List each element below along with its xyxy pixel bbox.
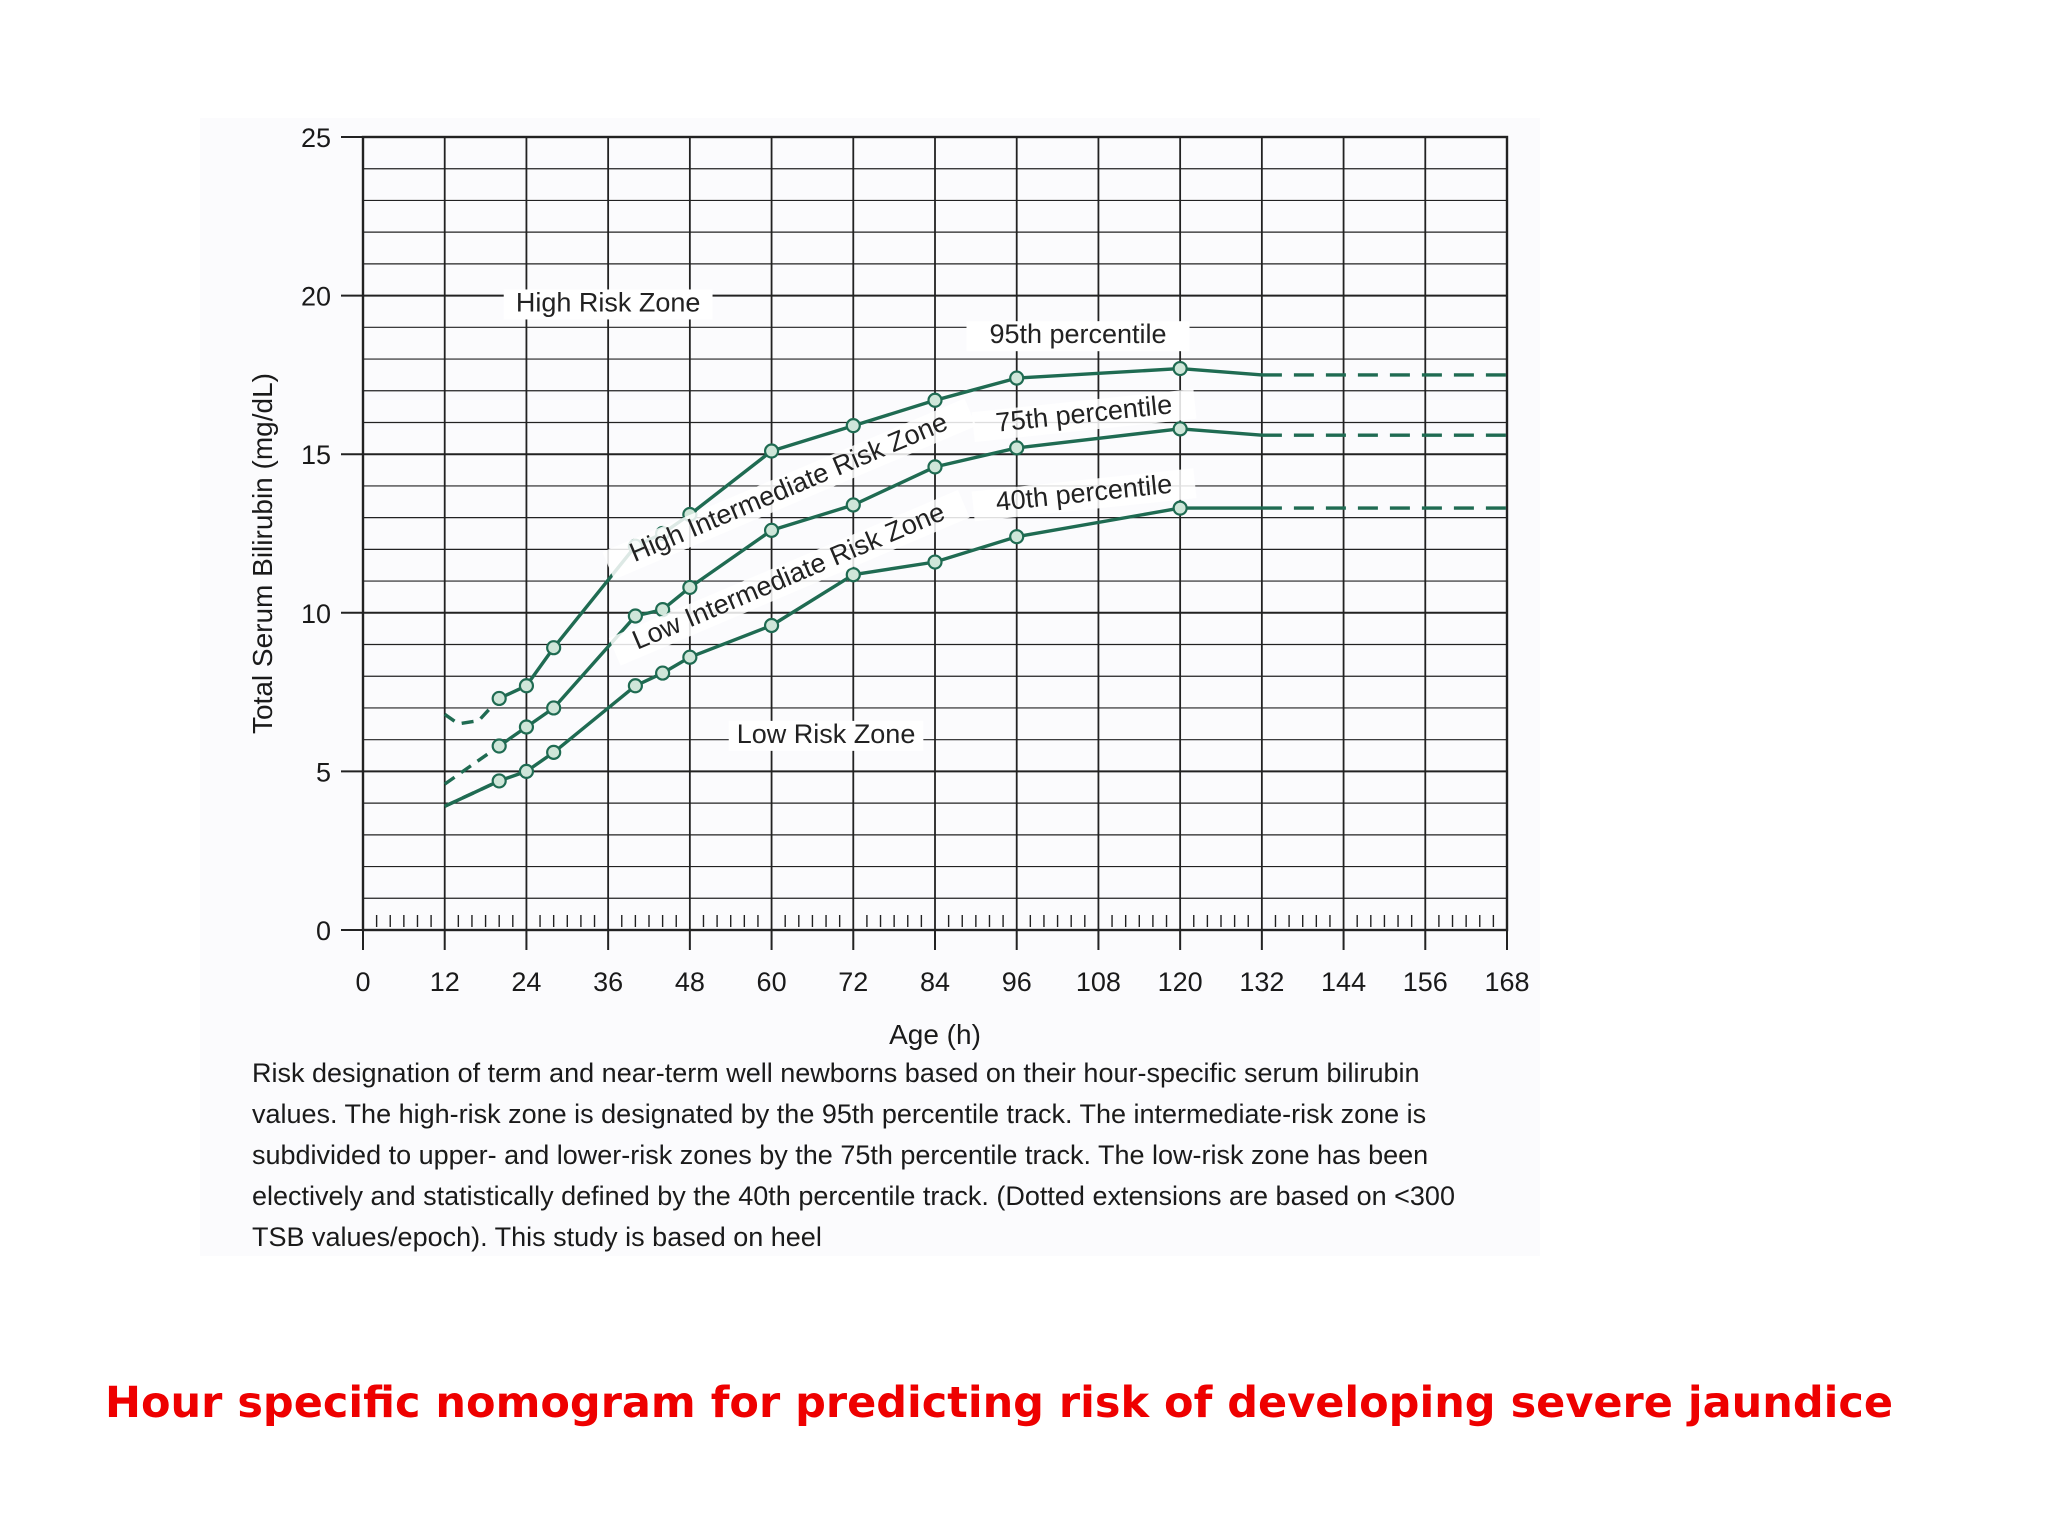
y-axis-title: Total Serum Bilirubin (mg/dL) [247,373,278,734]
y-tick-label: 10 [301,599,331,629]
series-40th-percentile [443,500,1507,808]
zone-label: 40th percentile [971,468,1197,522]
data-point [682,649,698,665]
data-point [845,567,861,583]
zone-label: Low Risk Zone [728,719,924,751]
zone-label: Low Intermediate Risk Zone [608,489,970,666]
y-tick-label: 25 [301,123,331,153]
y-tick-label: 5 [316,757,331,787]
nomogram-chart: 0 5 10 15 20 25 0 12 24 36 48 60 72 84 96 108 120 132 144… [247,123,1530,1050]
data-point [518,763,535,780]
data-point [1009,370,1025,386]
zone-label-text: 95th percentile [989,319,1166,349]
zone-label-bg [602,398,977,580]
data-point [682,579,698,596]
zone-label: 95th percentile [966,319,1190,352]
data-point [927,392,943,408]
x-tick-label: 132 [1239,967,1284,997]
zone-label-bg [966,321,1190,352]
data-point [845,497,861,513]
x-tick-label: 96 [1002,967,1032,997]
x-tick-label: 72 [838,967,868,997]
x-tick-label: 0 [355,967,370,997]
data-point [927,554,943,570]
zone-label-bg [728,720,924,751]
x-tick-label: 24 [511,967,541,997]
slide-title: Hour specific nomogram for predicting ri… [105,1378,1894,1428]
x-axis-title: Age (h) [889,1019,981,1050]
y-tick-label: 15 [301,440,331,470]
data-point [1009,529,1025,545]
data-point [1172,360,1188,377]
data-point [518,719,535,735]
data-point [655,665,671,681]
data-point [627,678,643,694]
data-point [1172,421,1188,437]
x-tick-label: 84 [920,967,950,997]
zone-label-bg [503,289,713,320]
x-tick-label: 120 [1158,967,1203,997]
y-tick-label: 20 [301,282,331,312]
series-dashed-start [443,744,501,786]
data-point [927,459,943,475]
data-point [627,608,643,624]
y-tick-label: 0 [316,916,331,946]
zone-label-bg [971,468,1197,522]
y-axis-ticks: 0 5 10 15 20 25 [301,123,363,946]
data-point [491,738,507,754]
data-point [491,773,507,789]
data-point [763,443,780,459]
data-point [763,617,780,634]
zone-label-text: Low Risk Zone [737,719,916,749]
data-point [518,678,535,694]
grid-lines [363,137,1507,930]
series-75th-percentile [443,421,1507,786]
data-point [546,640,562,656]
series-line [498,366,1263,700]
x-tick-label: 12 [430,967,460,997]
zone-label: 75th percentile [971,388,1197,443]
x-tick-label: 144 [1321,967,1366,997]
x-tick-label: 60 [757,967,787,997]
x-tick-label: 156 [1403,967,1448,997]
series-dashed-start [443,697,501,726]
zone-label-text: High Risk Zone [516,287,701,317]
x-tick-label: 168 [1484,967,1529,997]
data-point [546,700,562,716]
zone-label: High Risk Zone [503,287,713,320]
x-tick-label: 108 [1076,967,1121,997]
zone-label-bg [971,388,1197,443]
x-axis-ticks: 0 12 24 36 48 60 72 84 96 108 120 132 144 156 168 [355,930,1530,997]
nomogram-figure: 0 5 10 15 20 25 0 12 24 36 48 60 72 84 96 108 120 132 144… [200,118,1540,1256]
figure-caption: Risk designation of term and near-term w… [252,1058,1455,1252]
data-point [491,690,507,707]
data-point [546,744,562,760]
zone-label-bg [608,489,970,666]
data-point [1172,500,1188,516]
percentile-series [443,360,1507,808]
x-tick-label: 48 [675,967,705,997]
data-point [845,418,861,434]
x-tick-label: 36 [593,967,623,997]
zone-label: High Intermediate Risk Zone [602,398,977,580]
minor-tick-marks [375,915,1495,927]
data-point [763,522,780,538]
data-point [1009,440,1025,456]
